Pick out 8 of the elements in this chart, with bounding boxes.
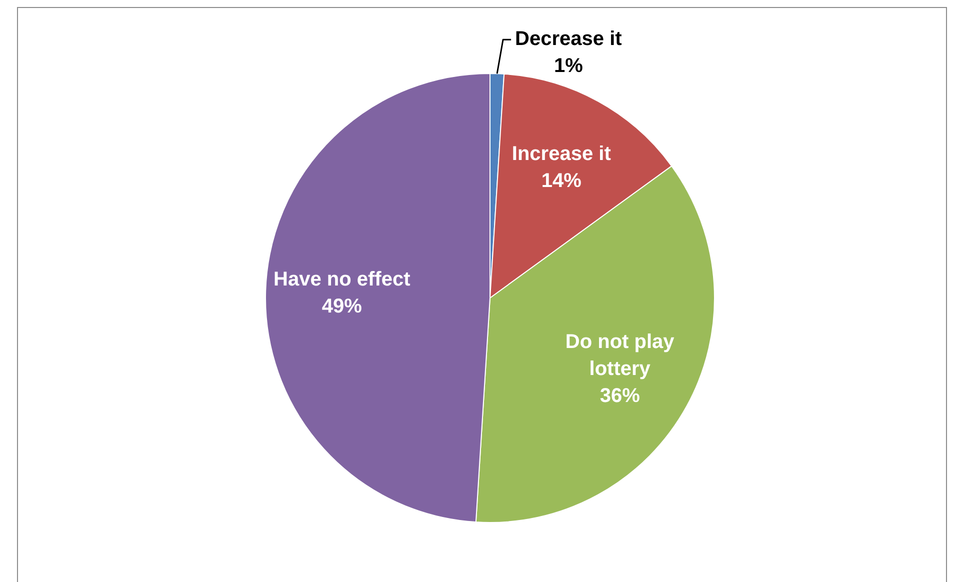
data-label: 14% — [541, 170, 582, 192]
data-label: 36% — [600, 384, 640, 407]
slice-label: Decrease it — [515, 28, 622, 50]
slice-label: Increase it — [512, 143, 612, 166]
data-label: 1% — [554, 55, 584, 78]
slice-label: Do not play lottery — [565, 330, 676, 380]
slice-label: Have no effect — [274, 268, 411, 290]
data-label: 49% — [322, 295, 362, 318]
